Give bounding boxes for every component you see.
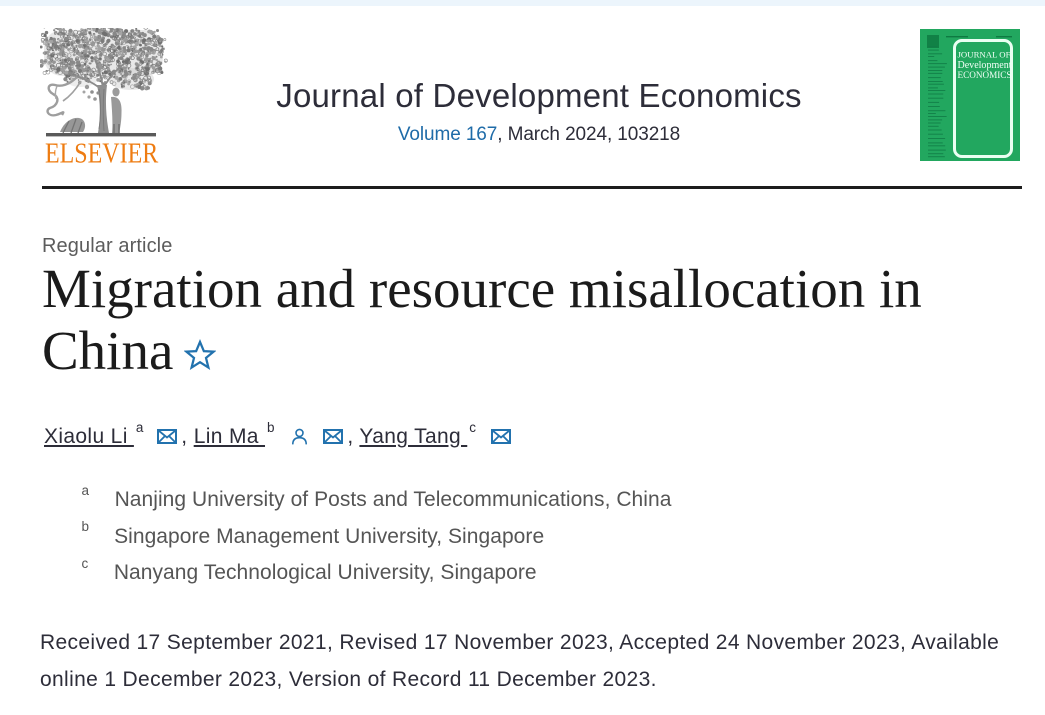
svg-text:ECONOMICS: ECONOMICS bbox=[958, 70, 1012, 80]
svg-text:Development: Development bbox=[958, 60, 1012, 71]
svg-text:JOURNAL OF: JOURNAL OF bbox=[958, 51, 1012, 60]
svg-text:ELSEVIER: ELSEVIER bbox=[45, 136, 159, 168]
